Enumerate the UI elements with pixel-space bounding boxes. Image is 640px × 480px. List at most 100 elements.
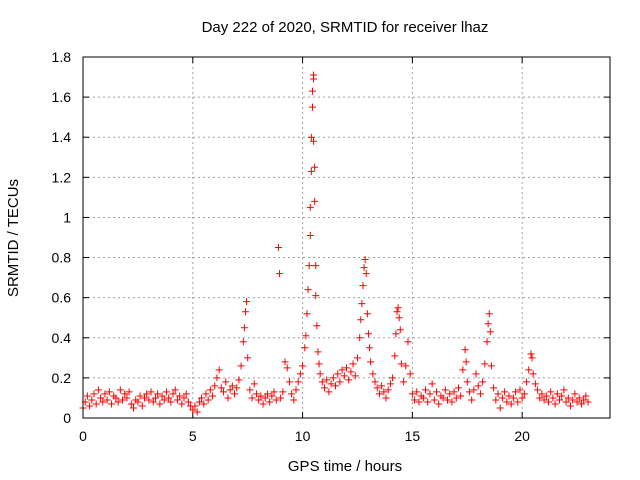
data-point [375, 390, 383, 398]
data-point [404, 338, 412, 346]
data-point [108, 400, 116, 408]
data-point [386, 380, 394, 388]
data-point [235, 376, 243, 384]
data-point [439, 394, 447, 402]
data-point [143, 390, 151, 398]
data-point [283, 364, 291, 372]
data-point [257, 392, 265, 400]
data-point [527, 350, 535, 358]
data-point [582, 392, 590, 400]
data-point [213, 374, 221, 382]
data-point [243, 298, 251, 306]
data-point [305, 262, 313, 270]
x-tick-label: 10 [295, 428, 311, 444]
data-point [392, 330, 400, 338]
data-point [114, 398, 122, 406]
data-point [357, 316, 365, 324]
data-point [441, 386, 449, 394]
data-point [151, 394, 159, 402]
data-point [316, 370, 324, 378]
data-point [545, 398, 553, 406]
data-point [222, 378, 230, 386]
data-point [292, 386, 300, 394]
data-point [119, 396, 127, 404]
y-tick-label: 0 [63, 410, 71, 426]
data-point [211, 382, 219, 390]
data-point [261, 394, 269, 402]
data-point [154, 390, 162, 398]
data-point [428, 380, 436, 388]
data-point [360, 264, 368, 272]
data-point [378, 382, 386, 390]
data-point [112, 394, 120, 402]
data-point [303, 310, 311, 318]
data-point [299, 362, 307, 370]
data-point [569, 396, 577, 404]
data-point [145, 396, 153, 404]
data-point [306, 231, 314, 239]
y-tick-label: 1.4 [52, 129, 72, 145]
data-point [116, 386, 124, 394]
data-point [496, 404, 504, 412]
data-point [516, 386, 524, 394]
data-point [363, 310, 371, 318]
data-point [180, 394, 188, 402]
data-point [486, 328, 494, 336]
data-point [294, 378, 302, 386]
data-point [310, 75, 318, 83]
data-point [534, 386, 542, 394]
data-point [371, 378, 379, 386]
data-point [501, 388, 509, 396]
data-point [103, 396, 111, 404]
y-tick-label: 0.8 [52, 250, 72, 266]
data-point [492, 396, 500, 404]
y-tick-label: 0.2 [52, 370, 72, 386]
data-point [353, 354, 361, 362]
data-point [217, 384, 225, 392]
data-point [389, 374, 397, 382]
data-point [121, 390, 129, 398]
data-point [551, 400, 559, 408]
data-point [202, 390, 210, 398]
data-point [498, 394, 506, 402]
data-point [366, 344, 374, 352]
data-point [276, 270, 284, 278]
data-point [237, 362, 245, 370]
data-point [538, 390, 546, 398]
data-point [99, 398, 107, 406]
data-point [332, 382, 340, 390]
data-point [369, 370, 377, 378]
data-point [338, 366, 346, 374]
data-point [301, 344, 309, 352]
data-point [558, 392, 566, 400]
data-point [231, 390, 239, 398]
data-point [402, 362, 410, 370]
data-point [83, 392, 91, 400]
data-point [306, 203, 314, 211]
data-point [321, 384, 329, 392]
data-point [444, 396, 452, 404]
data-point [525, 366, 533, 374]
data-point [430, 396, 438, 404]
data-point [571, 390, 579, 398]
data-point [252, 390, 260, 398]
x-tick-label: 0 [79, 428, 87, 444]
data-point [195, 398, 203, 406]
data-point [307, 167, 315, 175]
data-point [272, 396, 280, 404]
data-points [79, 71, 592, 416]
data-point [165, 394, 173, 402]
data-point [531, 380, 539, 388]
data-point [307, 133, 315, 141]
data-point [433, 388, 441, 396]
x-tick-label: 15 [405, 428, 421, 444]
data-point [446, 390, 454, 398]
y-tick-label: 0.4 [52, 330, 72, 346]
data-point [169, 390, 177, 398]
y-tick-label: 0.6 [52, 290, 72, 306]
data-point [136, 392, 144, 400]
data-point [448, 398, 456, 406]
x-tick-label: 5 [189, 428, 197, 444]
data-point [259, 400, 267, 408]
